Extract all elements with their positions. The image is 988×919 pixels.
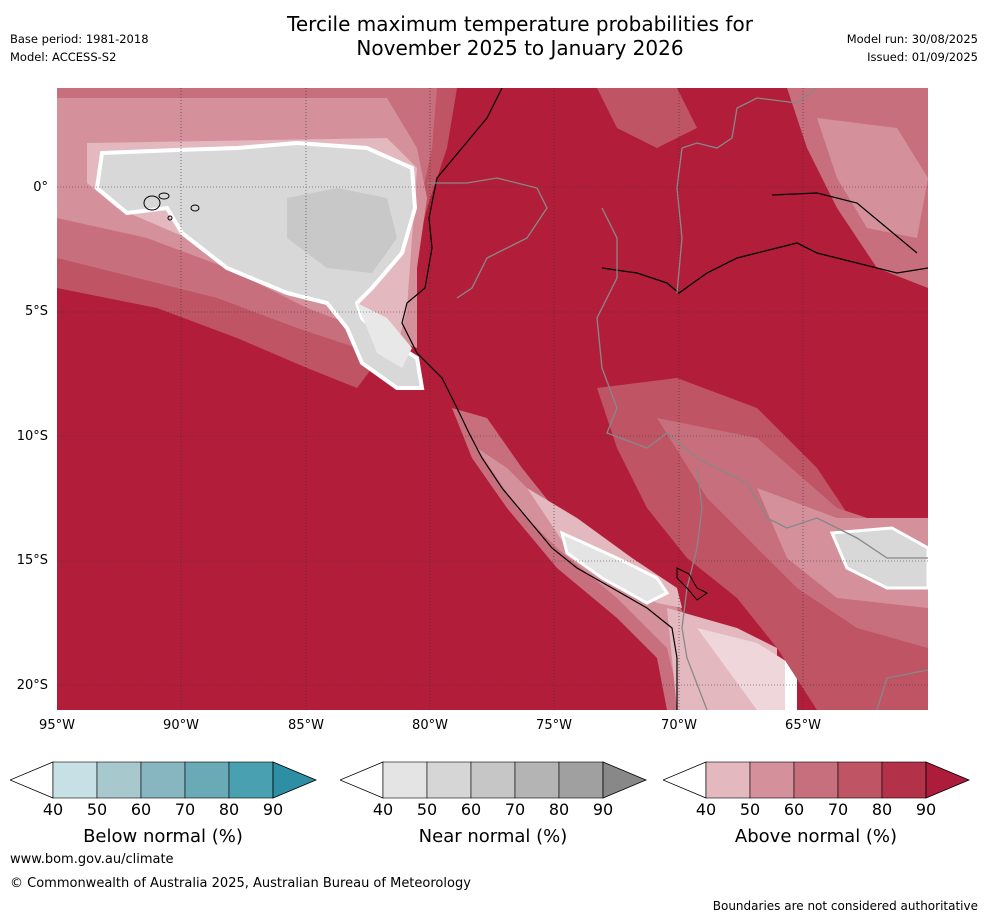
title: Tercile maximum temperature probabilitie…	[0, 12, 988, 60]
boundaries-note: Boundaries are not considered authoritat…	[712, 899, 978, 913]
lat-label-20s: 20°S	[16, 678, 48, 693]
cb-above-tick: 90	[915, 800, 937, 819]
lat-label-15s: 15°S	[16, 553, 48, 568]
lon-label-75w: 75°W	[536, 718, 572, 733]
lon-label-85w: 85°W	[288, 718, 324, 733]
cb-below-tick: 40	[42, 800, 64, 819]
model-run: Model run: 30/08/2025	[846, 32, 978, 46]
cb-below-seg	[228, 761, 274, 799]
cb-near-tick: 60	[460, 800, 482, 819]
lon-label-65w: 65°W	[785, 718, 821, 733]
cb-below-tick: 90	[262, 800, 284, 819]
cb-near-tick: 70	[504, 800, 526, 819]
colorbar-above-svg	[661, 761, 971, 799]
colorbar-above-label: Above normal (%)	[734, 826, 898, 847]
colorbar-near: 40 50 60 70 80 90	[338, 760, 650, 819]
footer-url[interactable]: www.bom.gov.au/climate	[10, 852, 174, 867]
cb-above-tick: 60	[783, 800, 805, 819]
cb-near-tick: 90	[592, 800, 614, 819]
cb-above-tick: 70	[827, 800, 849, 819]
cb-above-tick: 50	[739, 800, 761, 819]
cb-near-tick: 40	[372, 800, 394, 819]
issued-date: Issued: 01/09/2025	[867, 50, 978, 64]
cb-below-seg	[52, 761, 98, 799]
cb-below-tick: 50	[86, 800, 108, 819]
meta-right: Model run: 30/08/2025 Issued: 01/09/2025	[847, 30, 978, 66]
colorbar-above: 40 50 60 70 80 90	[661, 760, 973, 819]
lon-label-90w: 90°W	[163, 718, 199, 733]
lat-label-5s: 5°S	[24, 304, 48, 319]
cb-below-tick: 60	[130, 800, 152, 819]
lat-label-10s: 10°S	[16, 429, 48, 444]
meta-left: Base period: 1981-2018 Model: ACCESS-S2	[10, 30, 149, 66]
title-line1: Tercile maximum temperature probabilitie…	[287, 12, 753, 36]
cb-below-seg	[184, 761, 230, 799]
cb-above-tick: 40	[695, 800, 717, 819]
colorbar-below-label: Below normal (%)	[83, 826, 243, 847]
lon-label-70w: 70°W	[661, 718, 697, 733]
map-svg	[57, 87, 930, 711]
model-name: Model: ACCESS-S2	[10, 50, 117, 64]
cb-near-tick: 80	[548, 800, 570, 819]
lon-label-80w: 80°W	[412, 718, 448, 733]
lon-label-95w: 95°W	[39, 718, 75, 733]
forecast-map	[57, 87, 930, 711]
colorbar-below: 40 50 60 70 80 90	[8, 760, 320, 819]
cb-below-seg	[96, 761, 142, 799]
cb-near-tick: 50	[416, 800, 438, 819]
title-line2: November 2025 to January 2026	[356, 36, 684, 60]
cb-below-tick: 70	[174, 800, 196, 819]
colorbar-near-svg	[338, 761, 648, 799]
footer-copyright: © Commonwealth of Australia 2025, Austra…	[10, 876, 471, 891]
colorbar-near-label: Near normal (%)	[418, 826, 568, 847]
cb-below-seg	[140, 761, 186, 799]
lat-label-0: 0°	[33, 180, 48, 195]
base-period: Base period: 1981-2018	[10, 32, 149, 46]
cb-above-tick: 80	[871, 800, 893, 819]
cb-below-tick: 80	[218, 800, 240, 819]
colorbar-below-svg	[8, 761, 318, 799]
